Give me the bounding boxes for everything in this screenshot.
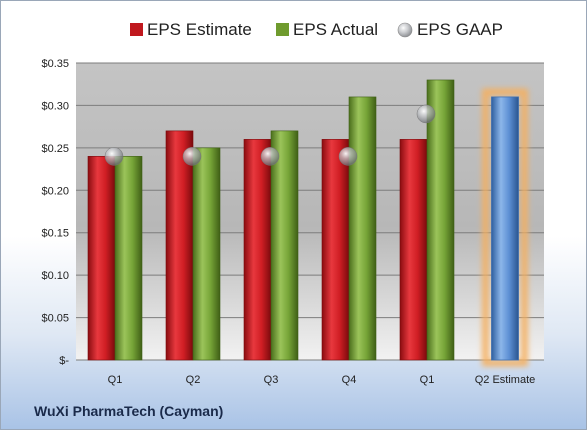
- estimate-glow: [482, 88, 528, 367]
- legend-swatch-eps-gaap: [397, 22, 413, 38]
- plot-area: [76, 63, 544, 360]
- legend: EPS Estimate EPS Actual EPS GAAP: [130, 20, 503, 39]
- bar-eps-estimate: [321, 139, 350, 361]
- bar-eps-estimate: [87, 156, 116, 361]
- legend-item-eps-gaap: EPS GAAP: [397, 20, 503, 39]
- y-tick-label: $-: [59, 355, 69, 367]
- x-tick-label: Q1: [108, 374, 123, 386]
- x-tick-label: Q3: [264, 374, 279, 386]
- y-tick-label: $0.10: [41, 270, 69, 282]
- point-eps-gaap: [182, 147, 202, 166]
- point-eps-gaap: [416, 104, 436, 124]
- legend-item-eps-actual: EPS Actual: [276, 20, 378, 39]
- x-tick-label: Q1: [420, 374, 435, 386]
- legend-item-eps-estimate: EPS Estimate: [130, 20, 252, 39]
- company-name: WuXi PharmaTech (Cayman): [34, 403, 224, 419]
- point-eps-gaap: [338, 147, 358, 166]
- y-tick-label: $0.25: [41, 143, 69, 155]
- legend-label-eps-gaap: EPS GAAP: [417, 20, 503, 39]
- bar-eps-estimate: [165, 130, 194, 361]
- bar-eps-actual: [114, 156, 143, 361]
- point-eps-gaap: [104, 147, 124, 166]
- bar-eps-actual: [270, 130, 299, 361]
- bar-eps-estimate-q2: [491, 96, 519, 361]
- y-tick-label: $0.20: [41, 185, 69, 197]
- legend-label-eps-actual: EPS Actual: [293, 20, 378, 39]
- y-tick-label: $0.35: [41, 58, 69, 70]
- bar-eps-estimate: [399, 139, 428, 361]
- legend-swatch-eps-actual: [276, 23, 289, 36]
- x-tick-label: Q2: [186, 374, 201, 386]
- bar-eps-estimate: [243, 139, 272, 361]
- x-tick-label: Q2 Estimate: [475, 374, 536, 386]
- y-tick-label: $0.15: [41, 228, 69, 240]
- point-eps-gaap: [260, 147, 280, 166]
- bar-eps-actual: [348, 96, 377, 361]
- y-tick-label: $0.05: [41, 313, 69, 325]
- legend-swatch-eps-estimate: [130, 23, 143, 36]
- y-tick-label: $0.30: [41, 100, 69, 112]
- bar-eps-actual: [426, 79, 455, 361]
- bar-eps-actual: [192, 147, 221, 361]
- legend-label-eps-estimate: EPS Estimate: [147, 20, 252, 39]
- x-tick-label: Q4: [342, 374, 357, 386]
